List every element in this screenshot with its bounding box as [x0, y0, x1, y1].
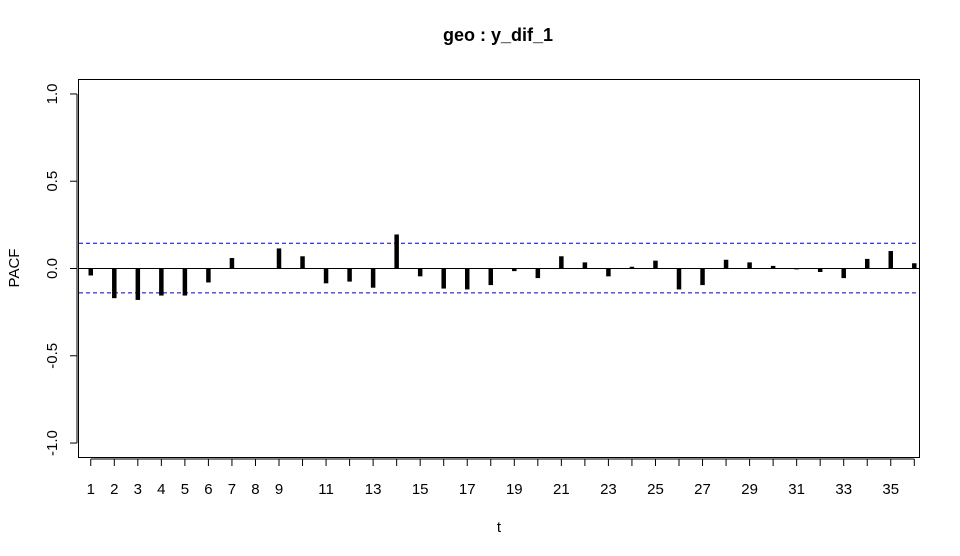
plot-frame: [78, 79, 920, 458]
x-tick-label: 21: [553, 481, 570, 498]
x-tick-label: 35: [882, 481, 899, 498]
x-tick-label: 29: [741, 481, 758, 498]
x-tick-label: 2: [110, 481, 118, 498]
x-axis-label: t: [497, 519, 502, 536]
x-tick-label: 7: [228, 481, 236, 498]
y-tick-label: 1.0: [44, 84, 61, 105]
x-tick-label: 5: [181, 481, 189, 498]
y-tick-label: 0.5: [44, 171, 61, 192]
x-tick-label: 8: [251, 481, 259, 498]
x-tick-label: 4: [157, 481, 165, 498]
x-tick-label: 19: [506, 481, 523, 498]
confidence-bands: [79, 242, 919, 294]
y-tick-label: 0.0: [44, 258, 61, 279]
y-axis-label: PACF: [6, 249, 23, 288]
x-tick-label: 33: [835, 481, 852, 498]
chart-title: geo : y_dif_1: [443, 25, 553, 45]
x-tick-label: 27: [694, 481, 711, 498]
x-tick-label: 31: [788, 481, 805, 498]
x-tick-label: 6: [204, 481, 212, 498]
pacf-bars: [88, 234, 917, 300]
x-tick-label: 3: [134, 481, 142, 498]
y-axis: -1.0 -0.5 0.0 0.5 1.0: [44, 84, 78, 456]
y-tick-label: -1.0: [44, 430, 61, 456]
y-tick-label: -0.5: [44, 343, 61, 369]
x-tick-label: 13: [365, 481, 382, 498]
x-tick-label: 15: [412, 481, 429, 498]
x-axis: 1 2 3 4 5 6 7 8 9 11 13 15 17 19 21 23 25 27 29 31 33 35: [87, 458, 915, 498]
x-tick-label: 17: [459, 481, 476, 498]
x-tick-label: 11: [318, 481, 334, 498]
x-tick-label: 25: [647, 481, 664, 498]
x-tick-label: 9: [275, 481, 283, 498]
x-tick-label: 23: [600, 481, 617, 498]
x-tick-label: 1: [87, 481, 95, 498]
